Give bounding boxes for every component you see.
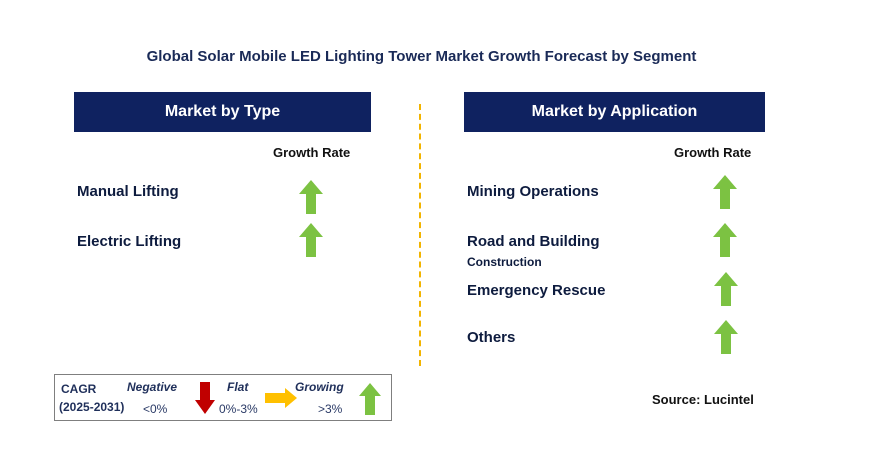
legend-flat-label: Flat: [227, 380, 249, 394]
application-item-sublabel: Construction: [467, 255, 542, 269]
panel-divider: [419, 104, 421, 366]
legend-negative-label: Negative: [127, 380, 178, 394]
up-arrow-icon: [714, 320, 738, 354]
market-by-type-header: Market by Type: [74, 92, 371, 132]
up-arrow-icon: [713, 223, 737, 257]
down-arrow-icon: [195, 382, 215, 414]
legend-negative-value: <0%: [143, 402, 168, 416]
cagr-legend: CAGR (2025-2031) Negative <0% Flat 0%-3%…: [54, 374, 392, 421]
market-by-application-header: Market by Application: [464, 92, 765, 132]
legend-cagr-label: CAGR: [61, 382, 97, 396]
application-item-others: Others: [467, 329, 516, 346]
type-item-electric-lifting: Electric Lifting: [77, 233, 182, 250]
application-item-mining-operations: Mining Operations: [467, 183, 599, 200]
right-arrow-icon: [265, 388, 297, 408]
chart-title: Global Solar Mobile LED Lighting Tower M…: [146, 48, 697, 65]
source-label: Source: Lucintel: [652, 392, 754, 407]
application-growth-rate-label: Growth Rate: [674, 145, 752, 160]
legend-flat-value: 0%-3%: [219, 402, 258, 416]
legend-growing-label: Growing: [295, 380, 344, 394]
up-arrow-icon: [714, 272, 738, 306]
legend-growing-value: >3%: [318, 402, 343, 416]
up-arrow-icon: [359, 383, 381, 415]
application-item-road-and-building: Road and Building: [467, 233, 600, 250]
legend-period-label: (2025-2031): [59, 400, 125, 414]
type-item-manual-lifting: Manual Lifting: [77, 183, 179, 200]
up-arrow-icon: [713, 175, 737, 209]
application-item-emergency-rescue: Emergency Rescue: [467, 282, 606, 299]
up-arrow-icon: [299, 223, 323, 257]
type-growth-rate-label: Growth Rate: [273, 145, 351, 160]
up-arrow-icon: [299, 180, 323, 214]
